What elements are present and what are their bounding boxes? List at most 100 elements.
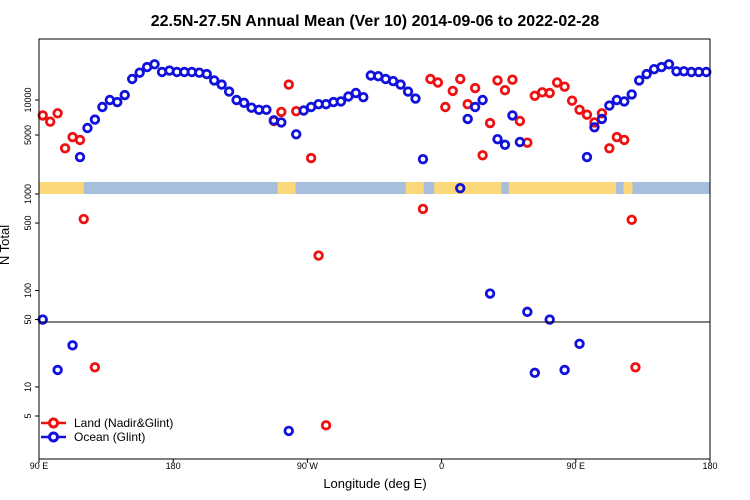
ocean-point (335, 96, 347, 107)
land-point (313, 250, 324, 261)
ocean-point (574, 338, 585, 350)
ocean-point (283, 425, 294, 437)
ocean-point (477, 94, 488, 106)
land-point (59, 143, 71, 154)
ocean-point (410, 93, 421, 104)
ocean-point (201, 68, 212, 80)
ocean-point (641, 68, 652, 80)
ocean-point (544, 314, 555, 325)
land-point (283, 79, 294, 90)
land-point (44, 116, 56, 127)
land-point (455, 73, 466, 85)
land-point (619, 134, 630, 146)
ocean-point (67, 340, 78, 351)
ocean-point (417, 153, 429, 165)
ocean-point (663, 59, 675, 70)
ocean-point (223, 86, 235, 97)
x-tick-label: 90 W (297, 461, 319, 471)
land-point (78, 213, 89, 225)
ocean-point (589, 122, 600, 133)
y-tick-label: 500 (23, 216, 33, 231)
chart-title: 22.5N-27.5N Annual Mean (Ver 10) 2014-09… (151, 13, 600, 30)
ocean-point (499, 139, 511, 150)
land-point (499, 84, 511, 96)
x-axis-label: Longitude (deg E) (323, 476, 426, 491)
map-land-segment (405, 182, 424, 194)
ocean-point (596, 113, 608, 125)
y-tick-label: 5000 (23, 125, 33, 145)
ocean-point (529, 367, 540, 379)
y-tick-label: 100 (23, 283, 33, 298)
x-tick-label: 180 (702, 461, 717, 471)
land-point (574, 104, 585, 115)
land-point (514, 115, 526, 127)
ocean-point (276, 117, 287, 128)
legend: Land (Nadir&Glint) Ocean (Glint) (41, 416, 173, 444)
ocean-point (238, 97, 250, 108)
map-strip (39, 182, 710, 194)
land-point (477, 150, 488, 161)
land-point (604, 143, 615, 154)
ocean-point (395, 79, 406, 90)
y-tick-label: 5 (23, 413, 33, 418)
y-tick-label: 50 (23, 315, 33, 325)
map-land-segment (434, 182, 502, 194)
land-point (89, 362, 101, 373)
land-point (417, 203, 429, 215)
ocean-point (559, 364, 570, 376)
ocean-point (484, 288, 496, 299)
y-tick-label: 10000 (23, 87, 33, 112)
x-tick-label: 0 (439, 461, 444, 471)
map-land-segment (508, 182, 617, 194)
ocean-point (522, 306, 533, 318)
ocean-point (209, 75, 220, 86)
ocean-point (358, 91, 369, 103)
x-tick-label: 180 (166, 461, 181, 471)
map-land-segment (277, 182, 296, 194)
land-point (630, 362, 641, 373)
map-land-segment (39, 182, 84, 194)
ocean-point (291, 129, 302, 140)
ocean-point (261, 104, 272, 115)
land-point (320, 420, 332, 431)
y-tick-label: 10 (23, 382, 33, 392)
legend-land-label: Land (Nadir&Glint) (74, 416, 173, 430)
ocean-point (462, 113, 473, 125)
land-point (305, 152, 317, 164)
land-point (544, 87, 555, 99)
land-point (52, 108, 63, 119)
land-point (581, 109, 593, 120)
ocean-point (492, 133, 503, 145)
land-point (276, 106, 287, 118)
ocean-point (514, 136, 526, 148)
legend-land-marker (48, 417, 59, 429)
y-axis-label: N Total (0, 225, 12, 265)
ocean-point (112, 96, 123, 108)
marks (37, 59, 712, 437)
land-point (469, 82, 481, 94)
land-point (492, 75, 503, 86)
ocean-point (97, 101, 108, 113)
plot-frame (38, 38, 711, 460)
land-point (507, 74, 518, 85)
ocean-point (89, 114, 101, 125)
x-tick-label: 90 E (30, 461, 49, 471)
land-point (37, 110, 48, 121)
land-point (566, 95, 578, 106)
ocean-point (82, 122, 93, 134)
ocean-point (604, 100, 615, 111)
legend-ocean-marker (48, 431, 59, 443)
ocean-point (74, 151, 86, 163)
ocean-point (507, 110, 518, 121)
ocean-point (134, 67, 145, 78)
x-axis: 90 E 180 90 W 0 90 E 180 (30, 459, 718, 471)
ocean-point (581, 151, 593, 163)
x-tick-label: 90 E (567, 461, 586, 471)
ocean-point (619, 96, 630, 107)
land-point (626, 214, 637, 226)
map-land-segment (623, 182, 633, 194)
ocean-point (633, 75, 645, 86)
y-axis: 5000 10000 5 10 50 100 500 1000 (23, 87, 39, 419)
ocean-point (701, 66, 712, 78)
